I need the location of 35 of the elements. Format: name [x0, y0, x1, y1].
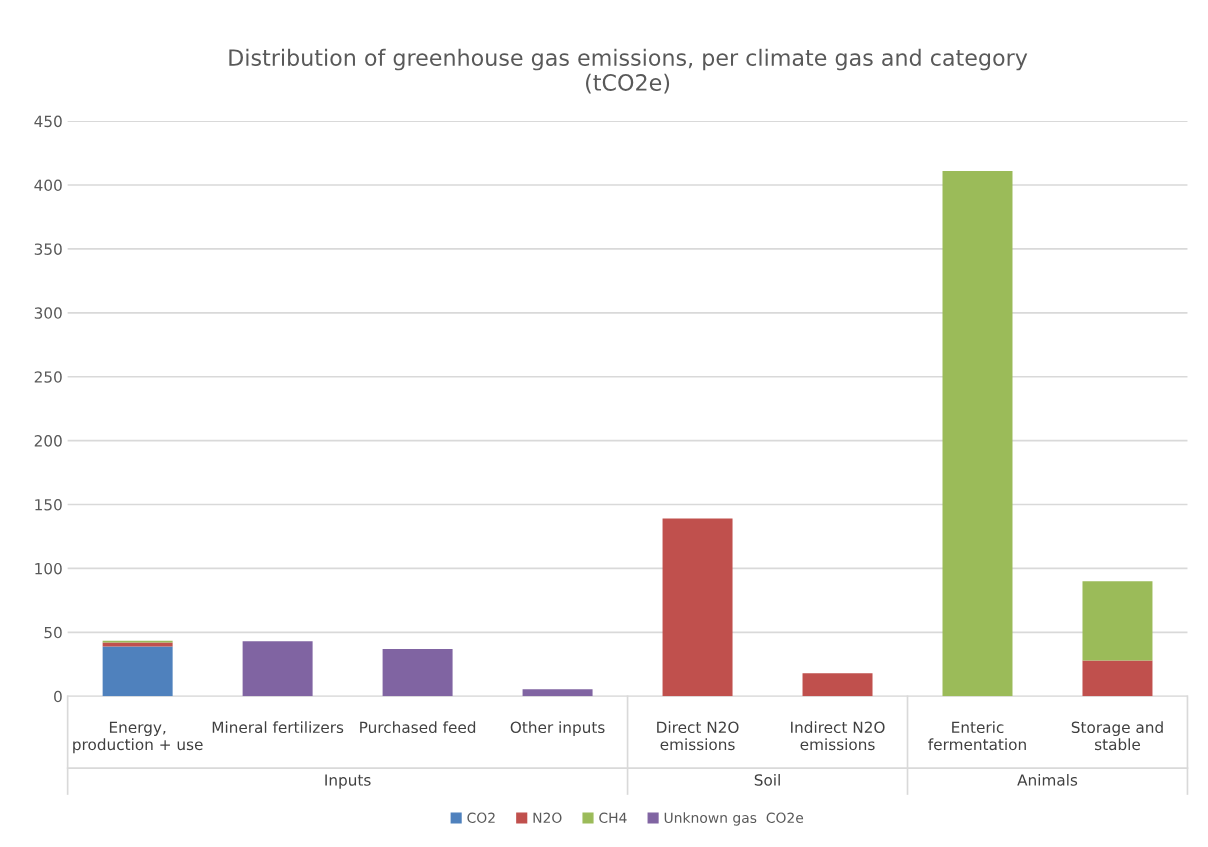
y-tick-label: 100	[35, 562, 62, 575]
bar	[662, 518, 733, 697]
x-tick-label: Purchased feed	[360, 721, 476, 734]
bar	[1082, 660, 1153, 697]
legend-label: CH4	[599, 812, 627, 824]
y-tick-label: 150	[35, 499, 62, 511]
bar	[802, 673, 873, 697]
x-tick-label: Enteric fermentation	[928, 721, 1026, 751]
x-tick-label: Energy, production + use	[73, 721, 203, 754]
x-tick-label: Storage and stable	[1071, 721, 1163, 751]
y-tick-label: 250	[34, 371, 62, 383]
legend-label: CO2	[467, 812, 495, 824]
y-tick-label: 50	[44, 626, 62, 639]
bar	[1082, 581, 1153, 661]
y-tick-label: 0	[54, 690, 62, 703]
x-tick-label: Mineral fertilizers	[212, 721, 344, 734]
x-tick-label: Direct N2O emissions	[657, 721, 739, 751]
legend-label: N2O	[533, 812, 562, 824]
bar	[382, 648, 453, 697]
x-tick-label: Indirect N2O emissions	[791, 721, 885, 751]
y-tick-label: 450	[34, 115, 62, 128]
text: Soil	[754, 773, 780, 786]
bar	[522, 689, 593, 697]
bar	[102, 646, 173, 697]
text: Animals	[1017, 773, 1078, 786]
x-tick-label: Other inputs	[510, 721, 605, 737]
bar	[942, 170, 1013, 697]
y-tick-label: 400	[34, 179, 62, 192]
bar	[242, 641, 313, 697]
legend-label: Unknown gas CO2e	[664, 812, 804, 826]
chart-title: Distribution of greenhouse gas emissions, per climate gas and category (tCO2e)	[229, 48, 1028, 94]
y-tick-label: 300	[34, 307, 62, 319]
y-tick-label: 350	[34, 243, 62, 255]
text: Inputs	[325, 774, 371, 789]
y-tick-label: 200	[34, 435, 62, 447]
